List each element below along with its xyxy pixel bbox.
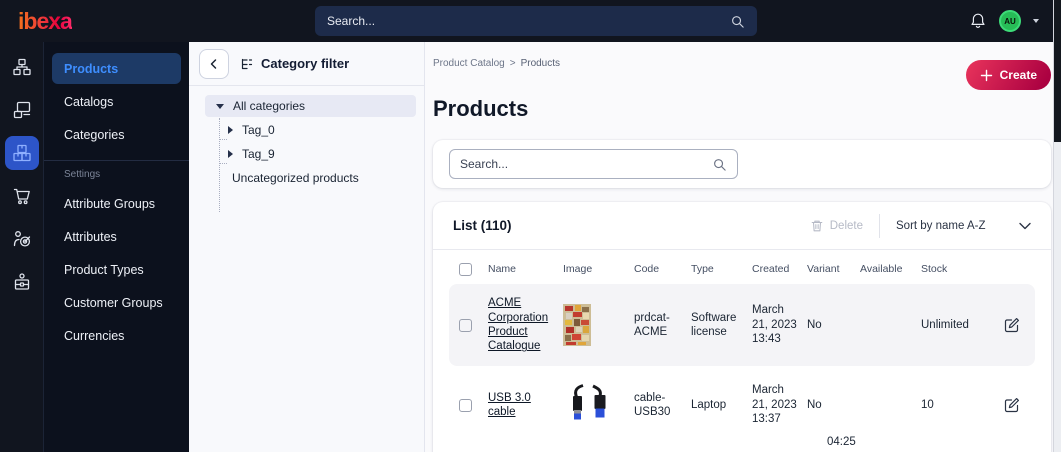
icon-rail [0, 42, 43, 452]
sidebar-section-label: Settings [64, 169, 101, 180]
product-stock: 10 [921, 398, 934, 411]
acme-catalogue-thumbnail [563, 304, 591, 346]
breadcrumb-products: Products [520, 58, 561, 69]
content-pages-icon[interactable] [5, 93, 39, 127]
tree-item-tag-0[interactable]: Tag_0 [228, 119, 424, 141]
product-variant: No [807, 318, 822, 331]
tree-icon [241, 58, 253, 69]
product-name-link[interactable]: USB 3.0 cable [488, 391, 531, 418]
tree-item-all-categories[interactable]: All categories [205, 95, 416, 117]
usb-cable-thumbnail [563, 384, 617, 426]
actions-divider [879, 213, 880, 238]
sidebar-item-product-types[interactable]: Product Types [64, 262, 144, 277]
table-header-row: Name Image Code Type Created Variant Ava… [449, 254, 1035, 284]
clipped-next-row-text: 04:25 [827, 436, 856, 448]
row-checkbox[interactable] [459, 318, 472, 332]
product-stock: Unlimited [921, 318, 969, 331]
sidebar-item-attributes[interactable]: Attributes [64, 229, 117, 244]
caret-expanded-icon[interactable] [216, 103, 224, 109]
scrollbar-thumb[interactable] [1054, 0, 1061, 142]
product-type: Software license [691, 311, 737, 338]
product-image-cell [563, 304, 625, 346]
product-type: Laptop [691, 398, 727, 411]
sort-dropdown[interactable]: Sort by name A-Z [896, 220, 1031, 232]
plus-icon [980, 69, 992, 81]
product-list-card: List (110) Delete Sort by name A-Z [433, 202, 1051, 452]
category-filter-panel: Category filter All categories Tag_0 Tag… [189, 42, 425, 452]
sidebar-item-attribute-groups[interactable]: Attribute Groups [64, 196, 156, 211]
list-title: List (110) [453, 218, 512, 233]
sidebar-item-catalogs[interactable]: Catalogs [64, 94, 114, 109]
customer-portal-icon[interactable] [5, 265, 39, 299]
page-title: Products [433, 96, 529, 121]
page-scrollbar[interactable] [1053, 0, 1061, 452]
segments-target-icon[interactable] [5, 222, 39, 256]
user-avatar[interactable]: AU [999, 10, 1021, 32]
edit-button[interactable] [1002, 397, 1022, 413]
top-header: ibexa AU [0, 0, 1053, 42]
notifications-bell-icon[interactable] [969, 12, 987, 30]
category-tree: All categories Tag_0 Tag_9 Uncategorized… [189, 86, 424, 212]
sidebar-divider [44, 160, 189, 161]
product-search-input[interactable] [460, 157, 712, 171]
collapse-panel-button[interactable] [199, 48, 229, 79]
sidebar-item-customer-groups[interactable]: Customer Groups [64, 295, 163, 310]
product-search-card [433, 140, 1051, 188]
tree-item-uncategorized[interactable]: Uncategorized products [232, 171, 359, 185]
breadcrumb: Product Catalog > Products [433, 58, 1051, 69]
product-name-link[interactable]: ACME Corporation Product Catalogue [488, 297, 549, 353]
search-icon [732, 15, 744, 28]
edit-pencil-icon [1004, 398, 1019, 413]
chevron-left-icon [210, 58, 217, 69]
edit-button[interactable] [1002, 317, 1022, 333]
product-catalog-icon[interactable] [4, 136, 39, 170]
catalog-sidebar: Products Catalogs Categories Settings At… [43, 42, 189, 452]
table-row[interactable]: USB 3.0 cable cable-US [449, 366, 1035, 444]
search-icon [714, 158, 726, 171]
product-code: prdcat-ACME [634, 311, 670, 338]
product-variant: No [807, 398, 822, 411]
ibexa-logo[interactable]: ibexa [18, 7, 73, 34]
sidebar-item-categories[interactable]: Categories [64, 127, 125, 142]
global-search-input[interactable] [327, 14, 730, 28]
table-row[interactable]: ACME Corporation Product Catalogue [449, 284, 1035, 366]
trash-icon [811, 220, 823, 231]
product-created: March 21, 2023 13:37 [752, 384, 797, 426]
main-content: Product Catalog > Products Create Produc… [425, 42, 1053, 452]
content-structure-icon[interactable] [5, 50, 39, 84]
global-search[interactable] [315, 6, 757, 36]
caret-collapsed-icon[interactable] [228, 126, 233, 134]
create-button[interactable]: Create [965, 60, 1051, 90]
product-code: cable-USB30 [634, 391, 671, 418]
tree-guide-line [219, 118, 220, 212]
select-all-checkbox[interactable] [459, 262, 472, 276]
sidebar-item-products[interactable]: Products [52, 53, 181, 84]
edit-pencil-icon [1004, 318, 1019, 333]
user-menu-caret-icon[interactable] [1033, 19, 1039, 23]
product-image-cell [563, 384, 625, 426]
category-filter-title: Category filter [261, 56, 350, 71]
breadcrumb-separator: > [509, 58, 516, 69]
product-search[interactable] [449, 149, 738, 179]
delete-button[interactable]: Delete [810, 219, 863, 233]
product-table: Name Image Code Type Created Variant Ava… [433, 250, 1051, 444]
row-checkbox[interactable] [459, 398, 472, 412]
chevron-down-icon [1019, 222, 1031, 229]
tree-item-tag-9[interactable]: Tag_9 [228, 143, 424, 165]
sidebar-item-currencies[interactable]: Currencies [64, 328, 125, 343]
caret-collapsed-icon[interactable] [228, 150, 233, 158]
product-created: March 21, 2023 13:43 [752, 304, 797, 346]
commerce-cart-icon[interactable] [5, 179, 39, 213]
breadcrumb-product-catalog[interactable]: Product Catalog [433, 58, 505, 69]
